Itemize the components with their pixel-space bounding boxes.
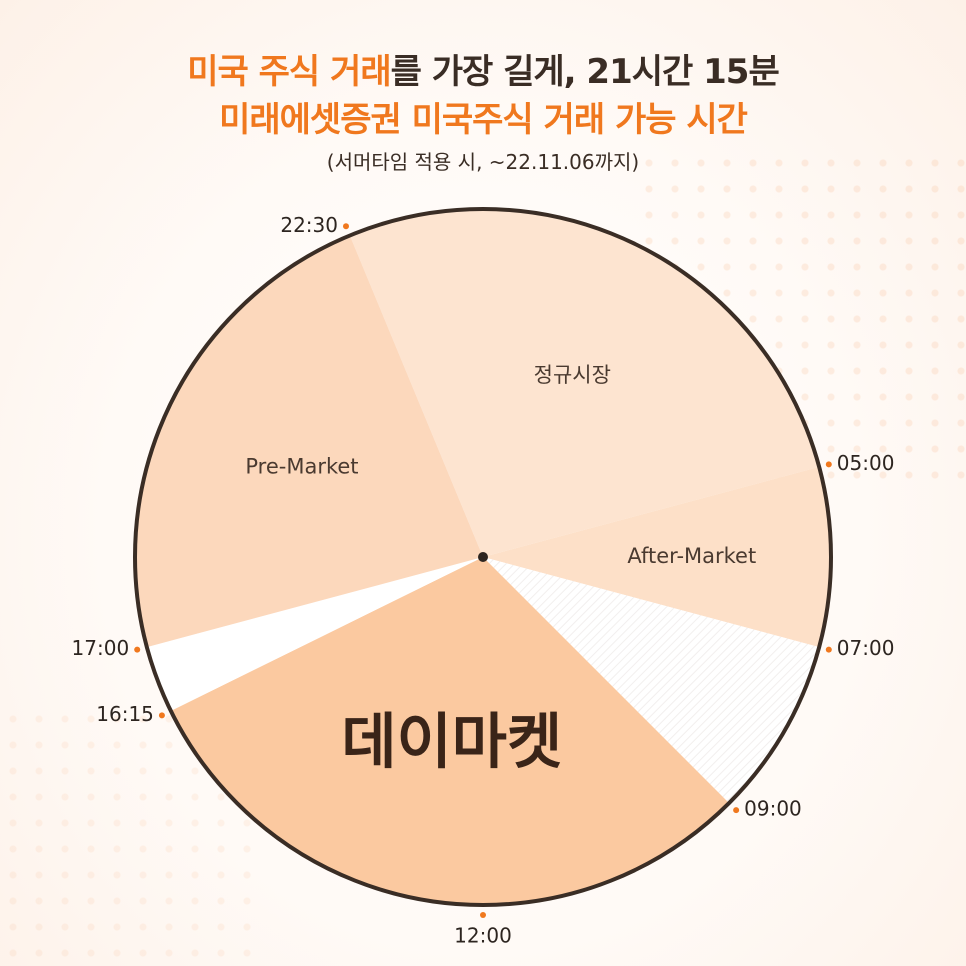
time-marker-dot — [733, 807, 740, 814]
segment-label: 데이마켓 — [341, 707, 562, 777]
time-marker-dot — [480, 912, 486, 918]
time-marker-dot — [158, 712, 165, 719]
time-marker-label: 12:00 — [454, 924, 512, 948]
time-marker-label: 07:00 — [837, 636, 895, 660]
time-marker-dot — [825, 461, 832, 468]
time-marker-label: 16:15 — [96, 702, 154, 726]
title-rest: 를 가장 길게, 21시간 15분 — [390, 52, 780, 92]
time-marker-label: 09:00 — [744, 797, 802, 821]
segment-day-market — [170, 557, 730, 906]
time-marker-dot — [825, 646, 832, 653]
page-subtitle: (서머타임 적용 시, ~22.11.06까지) — [326, 150, 640, 174]
time-marker-label: 17:00 — [72, 636, 130, 660]
time-marker-dot — [134, 646, 141, 653]
time-marker-label: 22:30 — [280, 213, 338, 237]
pie-center-dot — [478, 552, 488, 562]
segment-label: After-Market — [627, 544, 756, 568]
pie-outline — [133, 207, 833, 907]
time-marker-label: 05:00 — [837, 451, 895, 475]
segment-regular-market — [349, 208, 820, 557]
segment-pre-market — [135, 235, 484, 648]
time-marker-dot — [342, 223, 349, 230]
segment-after-market — [483, 466, 831, 648]
page-title-line1: 미국 주식 거래를 가장 길게, 21시간 15분 — [0, 44, 966, 93]
segment-label: Pre-Market — [245, 455, 358, 479]
page-title-line2: 미래에셋증권 미국주식 거래 가능 시간 — [219, 100, 748, 140]
segment-closed-evening — [146, 557, 483, 711]
segment-closed-morning — [483, 557, 820, 804]
title-highlight: 미국 주식 거래 — [187, 52, 391, 92]
segment-label: 정규시장 — [534, 363, 611, 387]
